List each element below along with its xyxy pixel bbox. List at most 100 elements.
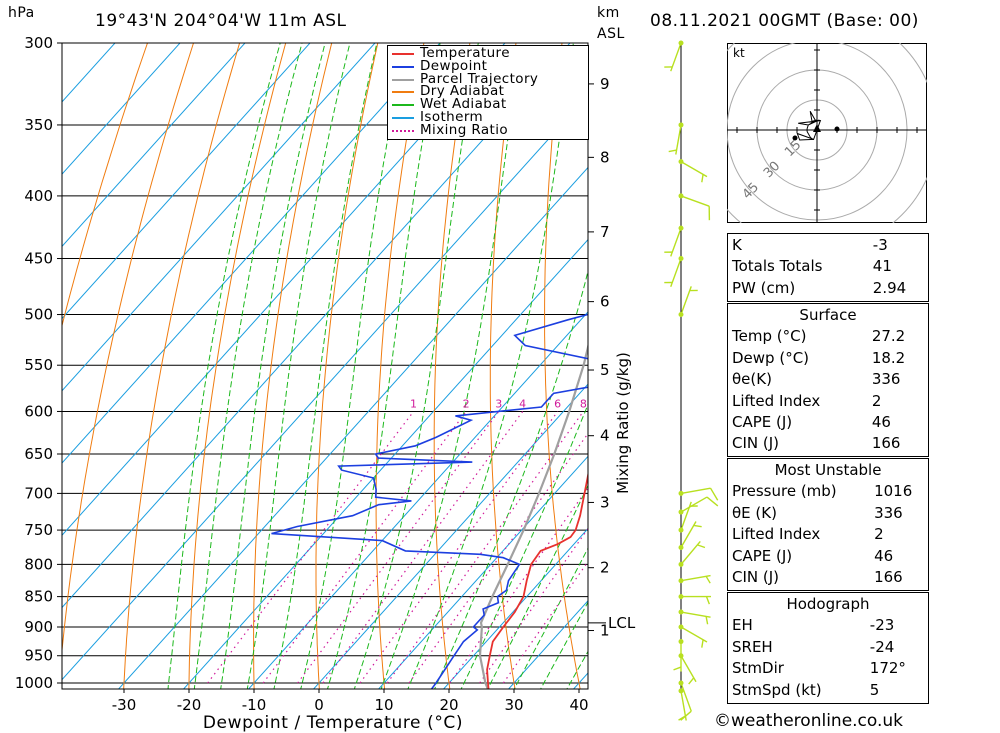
legend-swatch (392, 65, 414, 68)
index-value: -23 (869, 616, 895, 635)
dry-adiabat-line (188, 43, 287, 689)
hodograph-index-box: Hodograph EH -23 SREH -24 StmDir 172° StmSp… (727, 592, 929, 704)
wind-barb (678, 680, 692, 721)
index-label: Lifted Index (732, 525, 821, 544)
mixing-ratio-line (479, 527, 588, 684)
skewt-diagram: 1 2 3 4 6 8 10 15 20 2530035040045050055060065070… (0, 0, 719, 733)
surface-box: Surface Temp (°C) 27.2 Dewp (°C) 18.2 θe(K… (727, 303, 929, 457)
temperature-tick-label: 20 (439, 696, 458, 714)
isotherm-line (182, 238, 588, 689)
wind-barb-dot (678, 680, 684, 686)
index-label: CAPE (J) (732, 546, 793, 565)
legend-item: Wet Adiabat (388, 98, 588, 111)
wind-barb (664, 40, 684, 72)
pressure-tick-label: 500 (24, 306, 53, 324)
km-tick-label: 5 (600, 361, 610, 379)
legend-item: Temperature (388, 46, 588, 60)
wind-barb (678, 609, 711, 625)
wind-barb (678, 653, 697, 685)
km-tick-label: 4 (600, 427, 610, 445)
km-tick-label: 6 (600, 293, 610, 311)
mixing-ratio-label: 6 (554, 397, 561, 410)
wind-barb-dot (678, 312, 684, 318)
pressure-tick-label: 900 (24, 618, 53, 636)
most-unstable-box: Most Unstable Pressure (mb) 1016 θE (K) 33… (727, 458, 929, 591)
section-title-hodograph: Hodograph (786, 595, 870, 613)
wind-barb (678, 193, 711, 221)
temperature-tick-label: 40 (569, 696, 588, 714)
lcl-label: LCL (608, 614, 636, 632)
isotherm-line (312, 383, 588, 689)
index-value: -3 (872, 236, 888, 254)
stability-indices-box: K -3 Totals Totals 41 PW (cm) 2.94 (727, 233, 929, 302)
legend-label: Dewpoint (420, 57, 488, 74)
mixing-ratio-label: 25 (686, 397, 700, 410)
dewpoint-line (271, 313, 588, 689)
index-label: StmSpd (kt) (732, 680, 822, 699)
isotherm-line (0, 0, 137, 709)
wind-barb (664, 256, 684, 287)
legend-label: Dry Adiabat (420, 83, 505, 100)
mixing-ratio-label: 20 (663, 397, 677, 410)
legend-label: Mixing Ratio (420, 121, 509, 138)
km-tick-label: 7 (600, 223, 610, 241)
index-label: CIN (J) (732, 568, 780, 587)
dry-adiabat-line (62, 43, 195, 656)
station-location: 19°43'N 204°04'W 11m ASL (95, 11, 347, 31)
mixing-ratio-line (297, 411, 500, 684)
wind-barb (678, 159, 708, 183)
wind-barb (678, 496, 719, 515)
index-value: 166 (871, 434, 901, 453)
sounding-datetime: 08.11.2021 00GMT (Base: 00) (650, 11, 919, 31)
temperature-tick-label: -10 (242, 696, 267, 714)
plot-frame (61, 42, 589, 690)
isotherm-line (62, 43, 246, 248)
isotherm-line (62, 43, 376, 392)
legend-swatch (392, 91, 414, 94)
index-label: CIN (J) (732, 434, 780, 453)
wet-adiabat-line (380, 43, 523, 689)
legend-swatch (392, 116, 414, 119)
hodograph-unit-label: kt (733, 46, 745, 60)
km-tick-label: 9 (600, 75, 610, 93)
wet-adiabat-line (460, 403, 588, 689)
isotherm-line (247, 311, 588, 689)
wet-adiabat-line (434, 269, 588, 689)
mixing-ratio-axis-title: Mixing Ratio (g/kg) (614, 352, 632, 494)
credit-link[interactable]: ©weatheronline.co.uk (714, 711, 904, 731)
index-value: 41 (872, 257, 892, 276)
index-label: Temp (°C) (732, 327, 807, 346)
km-tick-label: 3 (600, 493, 610, 511)
index-label: EH (732, 616, 753, 635)
wind-barb-dot (678, 527, 684, 533)
dry-adiabat-line (544, 43, 581, 689)
index-label: Dewp (°C) (732, 348, 810, 367)
temperature-tick-label: 30 (504, 696, 523, 714)
temperature-tick-label: -20 (177, 696, 202, 714)
pressure-tick-label: 550 (24, 356, 53, 374)
km-tick-label: 1 (600, 622, 610, 640)
index-value: 5 (869, 680, 880, 699)
hodograph-point (834, 126, 840, 132)
wind-barb (678, 521, 702, 551)
storm-motion-marker (813, 124, 821, 132)
legend-item: Mixing Ratio (388, 121, 588, 138)
dry-adiabat-line (123, 43, 241, 689)
wet-adiabat-line (407, 43, 574, 689)
dry-adiabat-line (315, 43, 379, 689)
wind-barb-dot (678, 159, 684, 165)
index-value: 336 (874, 503, 903, 522)
wet-adiabat-line (193, 43, 303, 689)
index-label: K (732, 236, 742, 254)
wet-adiabat-line (300, 43, 408, 689)
index-label: PW (cm) (732, 278, 796, 297)
wind-barb-dot (678, 490, 684, 496)
pressure-tick-label: 850 (24, 588, 53, 606)
wind-barb-dot (678, 578, 684, 584)
index-label: Lifted Index (732, 391, 821, 410)
index-value: 18.2 (871, 348, 906, 367)
index-value: 1016 (874, 482, 913, 501)
isotherm-line (62, 43, 311, 320)
wind-barb-dot (678, 256, 684, 262)
